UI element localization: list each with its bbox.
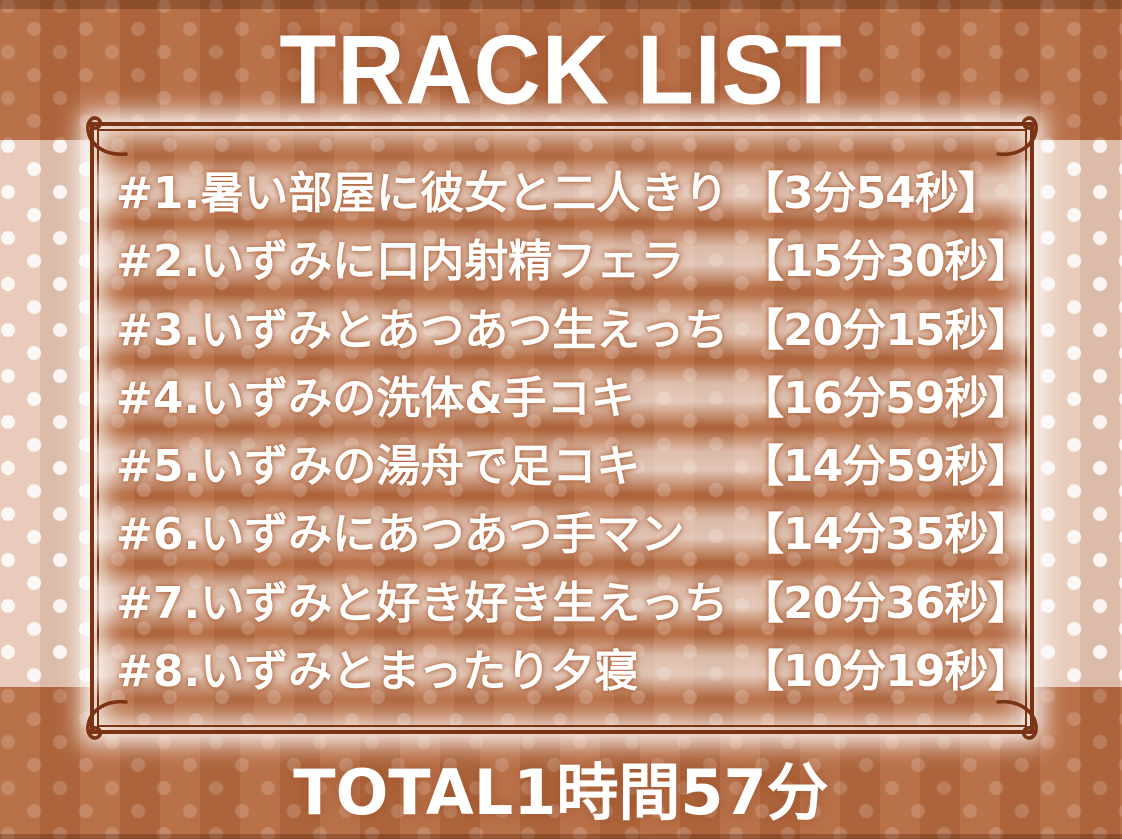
bottom-dark-strip [0,834,1122,839]
track-rows: #1.暑い部屋に彼女と二人きり 【3分54秒】 #2.いずみに口内射精フェラ 【… [94,126,1031,730]
track-row: #1.暑い部屋に彼女と二人きり 【3分54秒】 [94,156,1030,222]
track-duration: 【14分59秒】 [740,441,1031,493]
track-duration: 【10分19秒】 [740,645,1031,697]
track-title: #4.いずみの洗体&手コキ [116,372,635,424]
track-title: #3.いずみとあつあつ生えっち [116,304,729,356]
track-duration: 【3分54秒】 [740,168,1002,219]
corner-flourish-icon [86,700,128,740]
track-title: #8.いずみとまったり夕寝 [116,645,639,697]
track-duration: 【16分59秒】 [740,372,1031,424]
track-row: #8.いずみとまったり夕寝 【10分19秒】 [94,633,1031,700]
track-duration: 【14分35秒】 [740,509,1031,561]
track-duration: 【20分36秒】 [740,577,1031,629]
page-title: TRACK LIST [279,15,843,126]
track-duration: 【20分15秒】 [740,304,1031,356]
track-row: #3.いずみとあつあつ生えっち 【20分15秒】 [94,292,1031,359]
tracklist-frame: #1.暑い部屋に彼女と二人きり 【3分54秒】 #2.いずみに口内射精フェラ 【… [86,116,1038,740]
total-duration: TOTAL1時間57分 [293,756,829,829]
track-duration: 【15分30秒】 [740,236,1031,288]
track-title: #6.いずみにあつあつ手マン [116,509,685,561]
corner-flourish-icon [86,116,128,156]
track-title: #7.いずみと好き好き生えっち [116,577,729,629]
track-title: #2.いずみに口内射精フェラ [116,236,685,288]
track-row: #4.いずみの洗体&手コキ 【16分59秒】 [94,360,1031,427]
track-row: #7.いずみと好き好き生えっち 【20分36秒】 [94,565,1031,632]
track-row: #5.いずみの湯舟で足コキ 【14分59秒】 [94,429,1031,496]
corner-flourish-icon [996,700,1038,740]
track-title: #5.いずみの湯舟で足コキ [116,441,641,493]
track-row: #6.いずみにあつあつ手マン 【14分35秒】 [94,497,1031,564]
track-title: #1.暑い部屋に彼女と二人きり [116,168,729,219]
top-dark-strip [0,0,1122,9]
track-row: #2.いずみに口内射精フェラ 【15分30秒】 [94,224,1031,291]
corner-flourish-icon [996,116,1038,156]
